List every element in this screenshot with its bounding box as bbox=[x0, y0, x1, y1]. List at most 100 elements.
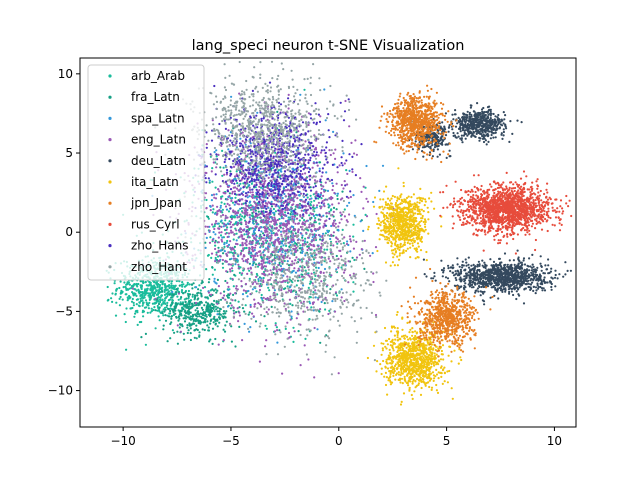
point bbox=[186, 331, 189, 335]
point bbox=[205, 198, 208, 202]
point bbox=[144, 293, 147, 296]
point bbox=[309, 217, 312, 220]
point bbox=[124, 285, 127, 288]
point bbox=[224, 219, 227, 222]
point bbox=[222, 310, 226, 313]
point bbox=[309, 194, 312, 197]
point bbox=[440, 135, 443, 138]
point bbox=[268, 194, 271, 197]
point bbox=[284, 287, 287, 290]
point bbox=[212, 317, 215, 320]
point bbox=[262, 196, 266, 199]
point bbox=[304, 337, 307, 340]
point bbox=[125, 307, 128, 310]
point bbox=[224, 324, 227, 327]
point bbox=[282, 214, 286, 217]
point bbox=[290, 279, 293, 282]
point bbox=[464, 123, 467, 127]
point bbox=[284, 195, 287, 198]
point bbox=[164, 314, 167, 317]
point bbox=[217, 236, 220, 239]
point bbox=[231, 190, 234, 193]
point bbox=[249, 267, 252, 270]
point bbox=[488, 120, 491, 123]
point bbox=[252, 208, 255, 211]
point bbox=[299, 93, 302, 96]
point bbox=[475, 116, 478, 119]
point bbox=[175, 288, 178, 291]
point bbox=[304, 269, 307, 272]
point bbox=[454, 109, 457, 112]
point bbox=[132, 301, 135, 304]
point bbox=[178, 326, 181, 329]
point bbox=[457, 127, 461, 130]
point bbox=[150, 310, 153, 313]
point bbox=[214, 186, 217, 189]
point bbox=[142, 315, 145, 318]
point bbox=[336, 192, 339, 195]
point bbox=[451, 271, 455, 274]
point bbox=[307, 246, 310, 250]
point bbox=[167, 290, 170, 293]
point bbox=[248, 311, 251, 314]
point bbox=[479, 294, 482, 297]
point bbox=[248, 242, 251, 245]
point bbox=[262, 273, 265, 276]
point bbox=[411, 148, 414, 151]
point bbox=[254, 207, 257, 210]
point bbox=[220, 225, 223, 228]
point bbox=[228, 192, 231, 195]
point bbox=[520, 121, 523, 124]
point bbox=[145, 291, 148, 294]
point bbox=[198, 315, 201, 318]
point bbox=[310, 225, 313, 228]
point bbox=[237, 221, 240, 225]
point bbox=[479, 115, 482, 118]
point bbox=[211, 167, 214, 170]
point bbox=[343, 208, 346, 211]
point bbox=[226, 254, 229, 257]
point bbox=[235, 285, 238, 288]
point bbox=[302, 300, 305, 303]
point bbox=[307, 358, 310, 361]
point bbox=[265, 327, 268, 330]
point bbox=[462, 127, 465, 131]
point bbox=[281, 372, 284, 375]
point bbox=[249, 227, 253, 230]
point bbox=[487, 113, 490, 116]
point bbox=[250, 195, 253, 198]
point bbox=[463, 133, 466, 136]
point bbox=[312, 204, 315, 207]
point bbox=[319, 115, 322, 118]
point bbox=[226, 222, 230, 225]
point bbox=[150, 307, 153, 310]
point bbox=[299, 192, 303, 195]
point bbox=[278, 268, 281, 271]
point bbox=[544, 264, 547, 267]
point bbox=[215, 251, 218, 254]
point bbox=[153, 287, 156, 290]
point bbox=[282, 227, 285, 230]
point bbox=[313, 249, 316, 252]
point bbox=[256, 111, 259, 114]
point bbox=[299, 244, 302, 247]
point bbox=[159, 296, 162, 299]
point bbox=[196, 328, 199, 332]
point bbox=[173, 285, 176, 289]
point bbox=[206, 320, 209, 323]
point bbox=[310, 230, 314, 233]
point bbox=[208, 229, 211, 232]
point bbox=[342, 271, 346, 274]
point bbox=[215, 193, 218, 196]
point bbox=[243, 255, 246, 258]
point bbox=[528, 269, 531, 272]
point bbox=[274, 227, 277, 230]
point bbox=[331, 182, 334, 185]
point bbox=[463, 116, 466, 119]
point bbox=[303, 182, 306, 185]
point bbox=[299, 215, 302, 218]
point bbox=[434, 279, 437, 282]
point bbox=[208, 305, 211, 308]
point bbox=[277, 263, 280, 267]
point bbox=[226, 226, 229, 229]
